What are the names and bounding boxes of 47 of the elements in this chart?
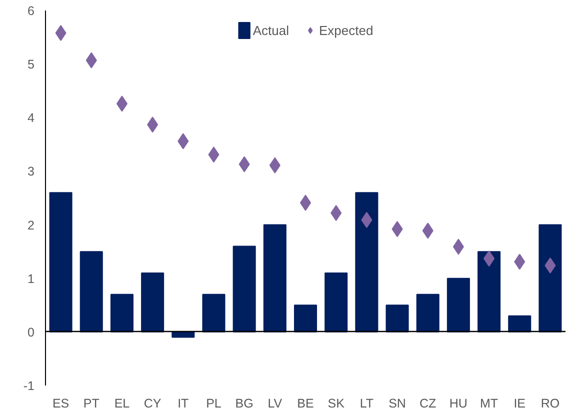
bar bbox=[324, 272, 348, 332]
x-tick-label: IE bbox=[514, 396, 526, 410]
bar bbox=[294, 304, 318, 332]
x-tick-label: LV bbox=[268, 396, 283, 410]
x-tick-label: PT bbox=[83, 396, 100, 410]
bar bbox=[202, 294, 226, 332]
bar bbox=[263, 224, 286, 332]
x-tick-label: LT bbox=[360, 396, 374, 410]
bar bbox=[355, 192, 378, 332]
y-tick-label: 4 bbox=[28, 111, 35, 126]
bar bbox=[80, 251, 103, 332]
y-tick-label: 3 bbox=[28, 164, 35, 179]
x-tick-label: HU bbox=[449, 396, 468, 410]
y-tick-label: 0 bbox=[28, 325, 35, 340]
bar bbox=[49, 192, 72, 332]
x-tick-label: IT bbox=[178, 396, 190, 410]
x-tick-label: BE bbox=[297, 396, 314, 410]
x-tick-label: SN bbox=[388, 396, 406, 410]
legend-label: Expected bbox=[318, 22, 374, 38]
x-tick-label: PL bbox=[206, 396, 222, 410]
x-tick-label: ES bbox=[52, 396, 70, 410]
x-tick-label: SK bbox=[328, 396, 346, 410]
legend-label: Actual bbox=[252, 22, 289, 38]
bar bbox=[508, 315, 532, 332]
x-tick-label: CY bbox=[144, 396, 162, 410]
y-tick-label: 5 bbox=[28, 58, 35, 72]
point bbox=[544, 258, 556, 274]
y-tick-label: 1 bbox=[28, 272, 35, 286]
point bbox=[55, 25, 66, 41]
x-tick-label: RO bbox=[540, 396, 560, 410]
y-tick-label: 6 bbox=[28, 4, 35, 18]
bar bbox=[232, 246, 256, 332]
bar bbox=[141, 272, 164, 332]
bar bbox=[172, 331, 195, 338]
x-tick-label: MT bbox=[480, 396, 498, 410]
y-tick-label: -1 bbox=[23, 379, 35, 393]
x-tick-label: BG bbox=[235, 396, 254, 410]
bar bbox=[110, 294, 134, 332]
y-tick-label: 2 bbox=[28, 218, 35, 232]
x-tick-label: EL bbox=[114, 396, 130, 410]
bar bbox=[416, 294, 440, 332]
bar bbox=[478, 251, 501, 332]
bar bbox=[538, 224, 562, 332]
bar bbox=[446, 278, 470, 332]
bar bbox=[386, 304, 409, 332]
x-tick-label: CZ bbox=[420, 396, 437, 410]
point bbox=[330, 205, 342, 221]
